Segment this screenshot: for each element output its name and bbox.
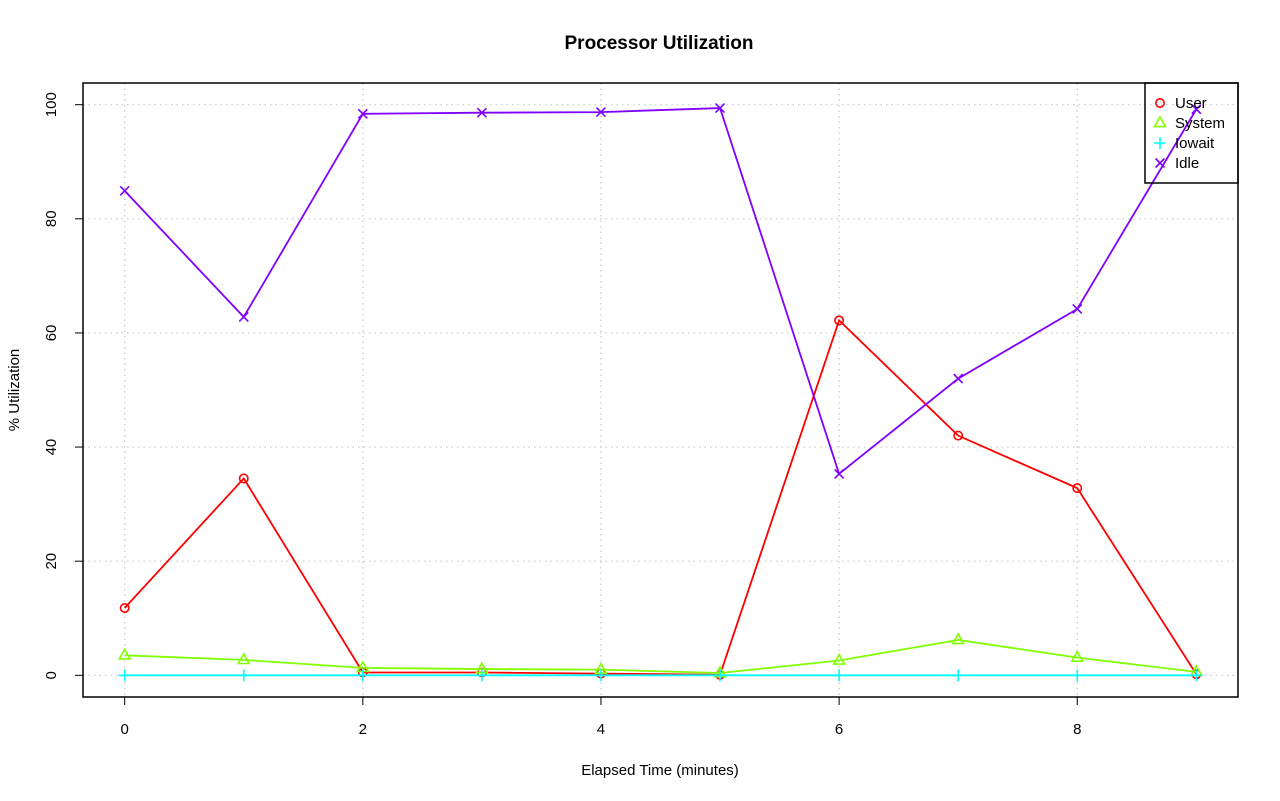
legend-label: User — [1175, 95, 1207, 112]
legend-item-iowait: Iowait — [1154, 135, 1215, 152]
data-point-system — [951, 632, 965, 645]
data-point-iowait — [1190, 669, 1203, 682]
series-lines — [117, 103, 1204, 682]
x-tick-label: 2 — [359, 721, 367, 738]
data-point-idle — [834, 468, 845, 479]
data-point-system — [1070, 649, 1085, 663]
data-point-idle — [714, 103, 726, 114]
data-point-system — [236, 652, 251, 665]
series-line-system — [124, 639, 1197, 674]
legend-item-user: User — [1155, 95, 1207, 112]
x-axis-label: Elapsed Time (minutes) — [581, 762, 739, 779]
data-point-idle — [1191, 104, 1202, 115]
x-tick-label: 8 — [1073, 721, 1081, 738]
data-point-iowait — [1071, 669, 1084, 682]
data-point-user — [238, 473, 249, 484]
data-point-idle — [119, 185, 130, 196]
data-point-idle — [357, 108, 368, 119]
data-point-user — [119, 602, 130, 613]
data-point-user — [834, 315, 845, 326]
series-iowait — [118, 669, 1203, 682]
data-point-system — [832, 652, 846, 665]
y-tick-label: 80 — [43, 210, 60, 227]
data-point-system — [117, 647, 132, 660]
data-point-idle — [1072, 303, 1083, 315]
legend-item-system: System — [1153, 115, 1225, 132]
series-line-idle — [124, 107, 1198, 476]
legend-box — [1144, 82, 1239, 184]
x-axis: 0 2 4 6 8 — [121, 697, 1081, 738]
y-tick-label: 0 — [43, 671, 60, 679]
plot-frame — [82, 82, 1239, 698]
data-point-iowait — [833, 669, 846, 682]
data-point-iowait — [237, 669, 250, 682]
data-point-iowait — [952, 669, 965, 682]
legend-label: System — [1175, 115, 1225, 132]
x-tick-label: 0 — [121, 721, 129, 738]
data-point-iowait — [475, 669, 488, 682]
data-point-iowait — [594, 669, 607, 682]
data-point-user — [1072, 483, 1083, 494]
grid-lines — [83, 83, 1238, 697]
data-point-idle — [595, 107, 607, 118]
series-user — [119, 315, 1202, 680]
legend-marker-user — [1155, 98, 1166, 109]
y-tick-label: 40 — [43, 439, 60, 456]
legend-marker-idle — [1154, 157, 1166, 169]
y-tick-label: 20 — [43, 553, 60, 570]
legend-label: Idle — [1175, 155, 1199, 172]
legend-label: Iowait — [1175, 135, 1215, 152]
x-tick-label: 6 — [835, 721, 843, 738]
y-axis-label: % Utilization — [6, 349, 23, 432]
x-tick-label: 4 — [597, 721, 605, 738]
chart-title: Processor Utilization — [565, 33, 754, 54]
y-tick-label: 100 — [43, 92, 60, 117]
data-point-iowait — [714, 669, 727, 682]
series-line-user — [124, 318, 1198, 676]
legend-marker-system — [1153, 115, 1167, 128]
legend-item-idle: Idle — [1154, 155, 1199, 172]
legend: User System Iowait Idle — [1144, 82, 1239, 184]
series-idle — [119, 103, 1202, 479]
data-point-idle — [476, 107, 487, 118]
data-point-iowait — [118, 669, 131, 682]
series-system — [117, 632, 1204, 678]
legend-marker-iowait — [1154, 137, 1166, 149]
data-point-idle — [238, 311, 249, 323]
data-point-iowait — [356, 669, 369, 682]
data-point-user — [953, 430, 964, 441]
data-point-idle — [953, 373, 964, 384]
y-tick-label: 60 — [43, 325, 60, 342]
y-axis: 0 20 40 60 80 100 — [43, 92, 83, 679]
